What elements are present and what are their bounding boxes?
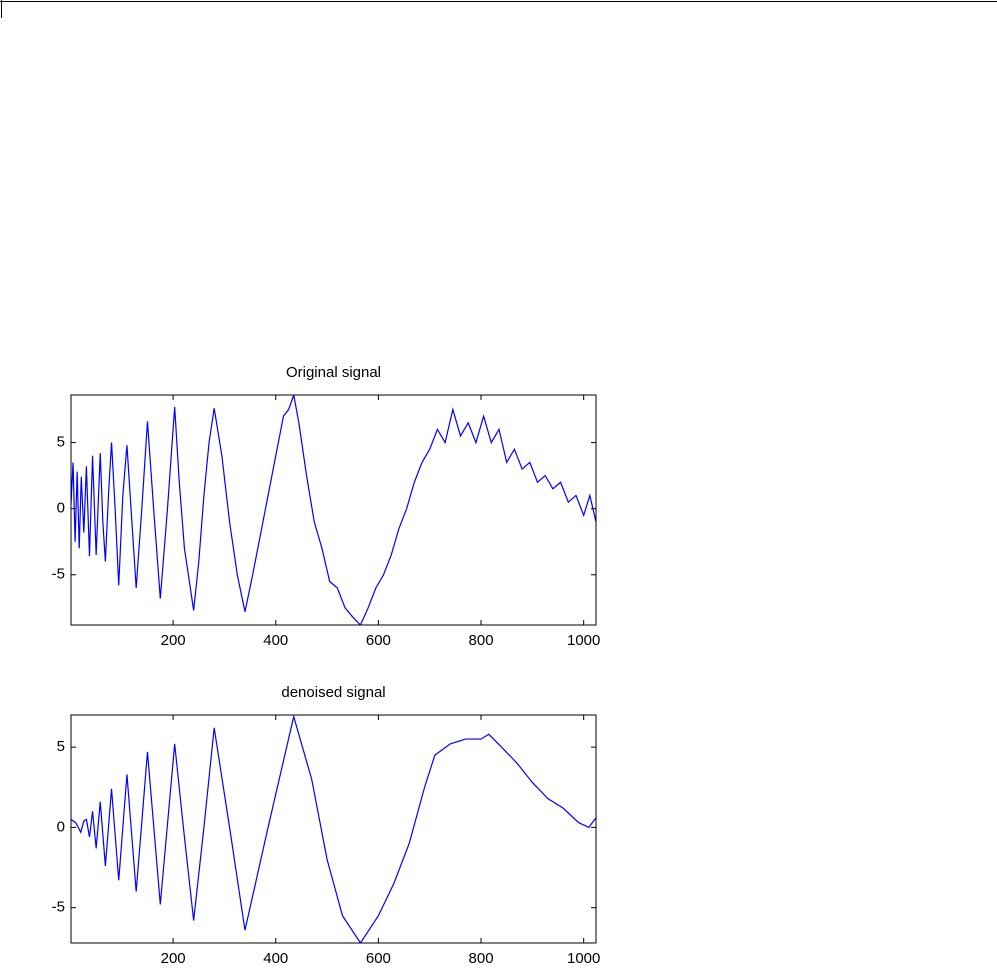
x-tick-label: 800 [469, 950, 494, 967]
axes-box [70, 714, 597, 944]
y-tick-label: 0 [57, 500, 65, 517]
x-tick-label: 200 [161, 632, 186, 649]
axes-box [70, 394, 597, 626]
y-tick-label: -5 [52, 899, 65, 916]
x-tick-label: 600 [366, 632, 391, 649]
x-tick-label: 1000 [567, 632, 600, 649]
y-tick-label: -5 [52, 566, 65, 583]
signal-line [71, 395, 596, 625]
chart-title: Original signal [286, 364, 381, 381]
x-tick-label: 1000 [567, 950, 600, 967]
y-tick-label: 5 [57, 434, 65, 451]
x-tick-label: 600 [366, 950, 391, 967]
y-tick-label: 5 [57, 738, 65, 755]
x-tick-label: 400 [263, 632, 288, 649]
y-tick-label: 0 [57, 818, 65, 835]
x-tick-label: 800 [469, 632, 494, 649]
signal-line [71, 715, 596, 943]
chart-title: denoised signal [281, 684, 385, 701]
x-tick-label: 200 [161, 950, 186, 967]
x-tick-label: 400 [263, 950, 288, 967]
